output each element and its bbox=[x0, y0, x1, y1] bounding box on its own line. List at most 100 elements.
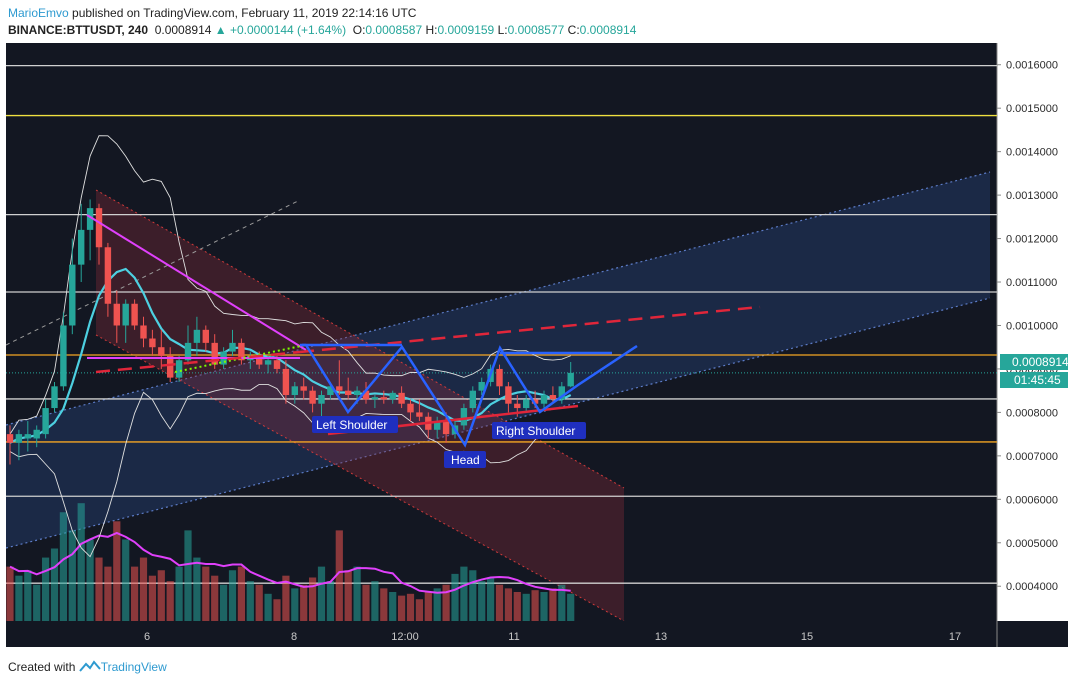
candle-body bbox=[318, 395, 325, 404]
candle-body bbox=[327, 386, 334, 396]
candle-body bbox=[95, 208, 103, 248]
candle-body bbox=[51, 386, 58, 409]
head-shoulders-pattern bbox=[304, 344, 638, 448]
candle-body bbox=[478, 381, 485, 391]
candle-body bbox=[122, 303, 129, 326]
volume-bar bbox=[549, 588, 557, 621]
candle-body bbox=[523, 399, 530, 409]
candle-body bbox=[460, 408, 468, 426]
candle bbox=[193, 316, 201, 356]
candle bbox=[131, 299, 138, 330]
volume-bar bbox=[442, 584, 450, 621]
volume-bar bbox=[558, 584, 566, 621]
last-price-tag bbox=[1000, 354, 1068, 370]
high-label: H: bbox=[425, 23, 438, 37]
candle bbox=[122, 299, 129, 343]
price-tick-label: 0.0006000 bbox=[1006, 494, 1058, 506]
candle bbox=[460, 403, 468, 430]
candle-body bbox=[496, 368, 503, 387]
symbol-info: BINANCE:BTTUSDT, 240 0.0008914 ▲ +0.0000… bbox=[8, 23, 636, 37]
price-axis[interactable] bbox=[997, 43, 1068, 621]
candle-body bbox=[300, 386, 307, 391]
candle-body bbox=[33, 429, 40, 439]
volume-bar bbox=[335, 530, 343, 621]
candle bbox=[175, 355, 183, 382]
time-tick-label: 6 bbox=[144, 631, 150, 643]
volume-bar bbox=[157, 570, 165, 621]
volume-bar bbox=[513, 592, 521, 621]
time-axis[interactable] bbox=[6, 621, 1068, 647]
price-tick-label: 0.0013000 bbox=[1006, 190, 1058, 202]
volume-bar bbox=[6, 566, 14, 621]
candle-body bbox=[567, 372, 574, 387]
candle bbox=[567, 361, 574, 388]
volume-bar bbox=[433, 588, 441, 621]
magenta-trendline bbox=[86, 214, 307, 351]
volume-bar bbox=[531, 590, 539, 621]
price-tick-label: 0.0007000 bbox=[1006, 451, 1058, 463]
candle-body bbox=[104, 247, 112, 304]
candle-body bbox=[15, 434, 23, 443]
volume-ma-line bbox=[9, 531, 571, 594]
open-label: O: bbox=[352, 23, 366, 37]
candle-body bbox=[60, 325, 67, 387]
candle bbox=[6, 425, 14, 465]
candle bbox=[469, 386, 476, 413]
volume-bar bbox=[15, 575, 23, 621]
moving-average-line bbox=[9, 267, 572, 444]
candle-body bbox=[282, 368, 290, 396]
candle bbox=[540, 390, 548, 409]
volume-bar bbox=[148, 575, 156, 621]
close-label: C: bbox=[567, 23, 580, 37]
candle-body bbox=[167, 355, 174, 378]
volume-bar bbox=[309, 577, 317, 621]
candle-body bbox=[229, 342, 236, 352]
price-tick-label: 0.0011000 bbox=[1006, 277, 1057, 289]
volume-bar bbox=[264, 593, 272, 621]
candle bbox=[416, 399, 423, 422]
candle bbox=[362, 381, 370, 404]
candle-body bbox=[549, 395, 557, 400]
tradingview-logo-icon bbox=[78, 660, 101, 672]
candle-body bbox=[558, 386, 565, 400]
candle-body bbox=[78, 229, 85, 265]
price-tick-label: 0.0012000 bbox=[1006, 234, 1058, 246]
candle bbox=[24, 421, 31, 452]
price-tick-label: 0.0004000 bbox=[1006, 581, 1058, 593]
candle-body bbox=[6, 434, 14, 443]
volume-bar bbox=[175, 566, 183, 621]
tradingview-link[interactable]: TradingView bbox=[100, 660, 167, 674]
volume-bar bbox=[469, 570, 477, 621]
open-value: 0.0008587 bbox=[365, 23, 423, 37]
volume-bar bbox=[131, 566, 139, 621]
candle-body bbox=[345, 390, 352, 396]
volume-bar bbox=[326, 581, 334, 621]
candle-body bbox=[407, 403, 414, 413]
volume-bar bbox=[237, 566, 245, 621]
candle bbox=[336, 360, 343, 396]
publish-text: published on TradingView.com, February 1… bbox=[72, 6, 417, 20]
head-label bbox=[444, 451, 486, 468]
last-price-tag-text: 0.0008914 bbox=[1012, 355, 1069, 369]
volume-bar bbox=[86, 539, 94, 621]
candle bbox=[407, 399, 414, 422]
candle bbox=[505, 381, 512, 413]
volume-bar bbox=[317, 566, 326, 621]
candle bbox=[291, 381, 298, 404]
time-tick-label: 8 bbox=[291, 631, 297, 643]
author-name[interactable]: MarioEmvo bbox=[8, 6, 69, 20]
candle bbox=[95, 203, 103, 265]
volume-bar bbox=[77, 503, 85, 621]
candle bbox=[229, 329, 236, 356]
low-label: L: bbox=[497, 23, 508, 37]
candle bbox=[300, 377, 307, 400]
volume-bar bbox=[59, 512, 67, 621]
candle-body bbox=[42, 408, 49, 435]
candle-body bbox=[416, 412, 423, 417]
head-text: Head bbox=[451, 453, 480, 467]
ascending-channel-fill bbox=[6, 172, 990, 548]
volume-bar bbox=[282, 575, 290, 621]
candle bbox=[523, 395, 530, 413]
volume-bar bbox=[424, 592, 432, 621]
